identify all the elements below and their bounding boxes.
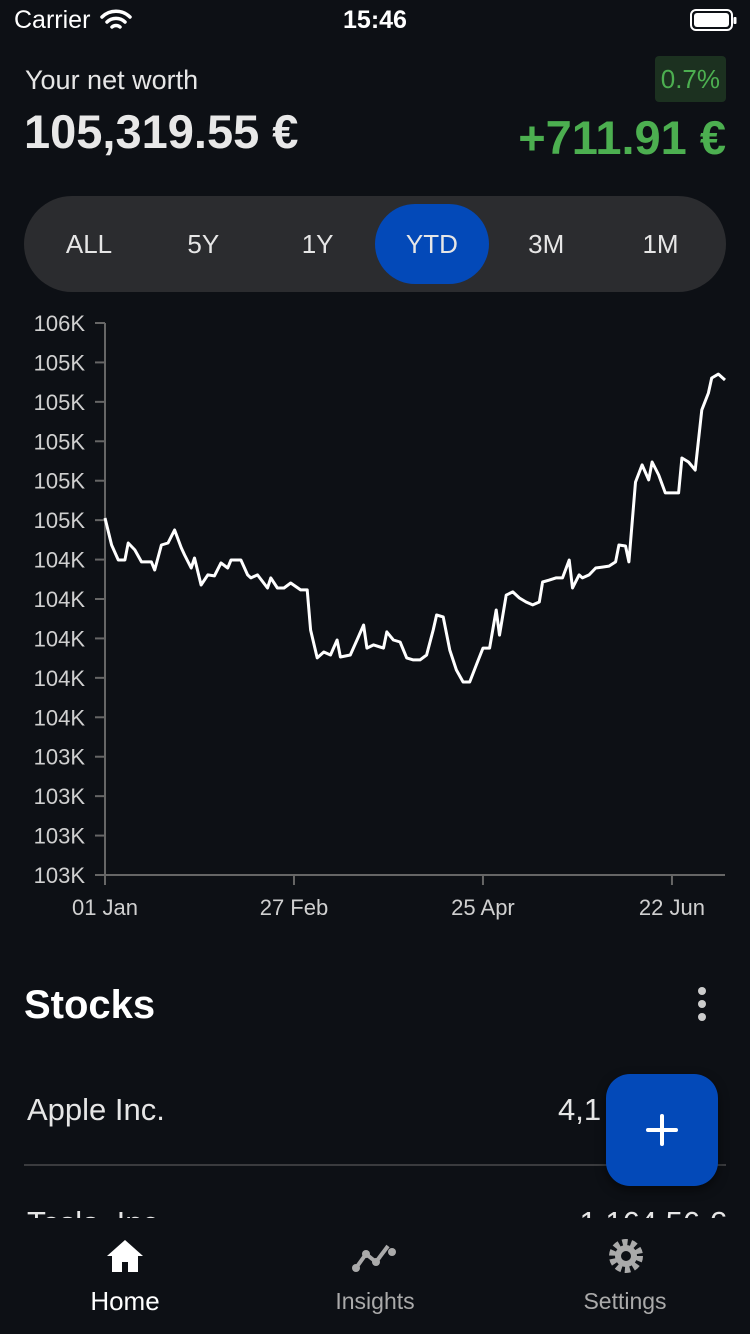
y-tick-label: 105K (34, 429, 86, 454)
range-option[interactable]: YTD (374, 204, 489, 284)
net-worth-chart: 103K 103K 103K 103K 104K 104K 104K 104K 104K 105K… (34, 311, 726, 920)
tab-label[interactable]: Settings (583, 1288, 667, 1314)
y-tick-label: 105K (34, 350, 86, 375)
line (103, 372, 726, 684)
y-tick-label: 103K (34, 863, 86, 888)
more-button[interactable] (692, 986, 712, 1022)
change-percent: 0.7% (654, 56, 726, 102)
y-tick-label: 104K (34, 705, 86, 730)
y-tick-label: 104K (34, 666, 86, 691)
settings-icon (609, 1239, 643, 1273)
range-option[interactable]: ALL (65, 229, 113, 259)
insights-icon (352, 1244, 396, 1272)
section-title: Stocks (24, 983, 156, 1027)
y-tick-label: 104K (34, 587, 86, 612)
x-tick-label: 22 Jun (639, 895, 705, 920)
add-button[interactable] (606, 1074, 718, 1186)
carrier: Carrier (14, 6, 91, 34)
range-option[interactable]: 5Y (187, 229, 220, 259)
range-option[interactable]: 1M (642, 229, 679, 259)
tab-label[interactable]: Insights (335, 1288, 415, 1314)
y-tick-label: 105K (34, 469, 86, 494)
x-tick-label: 01 Jan (72, 895, 138, 920)
x-tick-label: 25 Apr (451, 895, 515, 920)
tab-bar: Home Insights Settings (0, 1218, 750, 1334)
battery-icon (690, 9, 737, 31)
x-tick-label: 27 Feb (260, 895, 329, 920)
clock: 15:46 (343, 6, 407, 34)
y-tick-label: 106K (34, 311, 86, 336)
row-value: 4,1 (558, 1092, 602, 1127)
range-option[interactable]: 3M (528, 229, 565, 259)
wifi-icon (100, 9, 132, 29)
change-amount: +711.91 € (518, 111, 726, 164)
row-name[interactable]: Apple Inc. (27, 1092, 165, 1127)
net-worth-label: Your net worth (25, 65, 199, 95)
tab-label[interactable]: Home (90, 1286, 160, 1316)
divider (24, 1164, 726, 1166)
y-tick-label: 103K (34, 824, 86, 849)
y-tick-label: 104K (34, 548, 86, 573)
range-selector: ALL 5Y 1Y YTD 3M 1M (24, 196, 726, 292)
y-tick-label: 105K (34, 390, 86, 415)
y-tick-label: 103K (34, 745, 86, 770)
net-worth-total: 105,319.55 € (24, 105, 299, 158)
y-tick-label: 103K (34, 784, 86, 809)
range-option[interactable]: 1Y (301, 229, 334, 259)
y-tick-label: 105K (34, 508, 86, 533)
home-icon (107, 1240, 143, 1272)
y-tick-label: 104K (34, 626, 86, 651)
